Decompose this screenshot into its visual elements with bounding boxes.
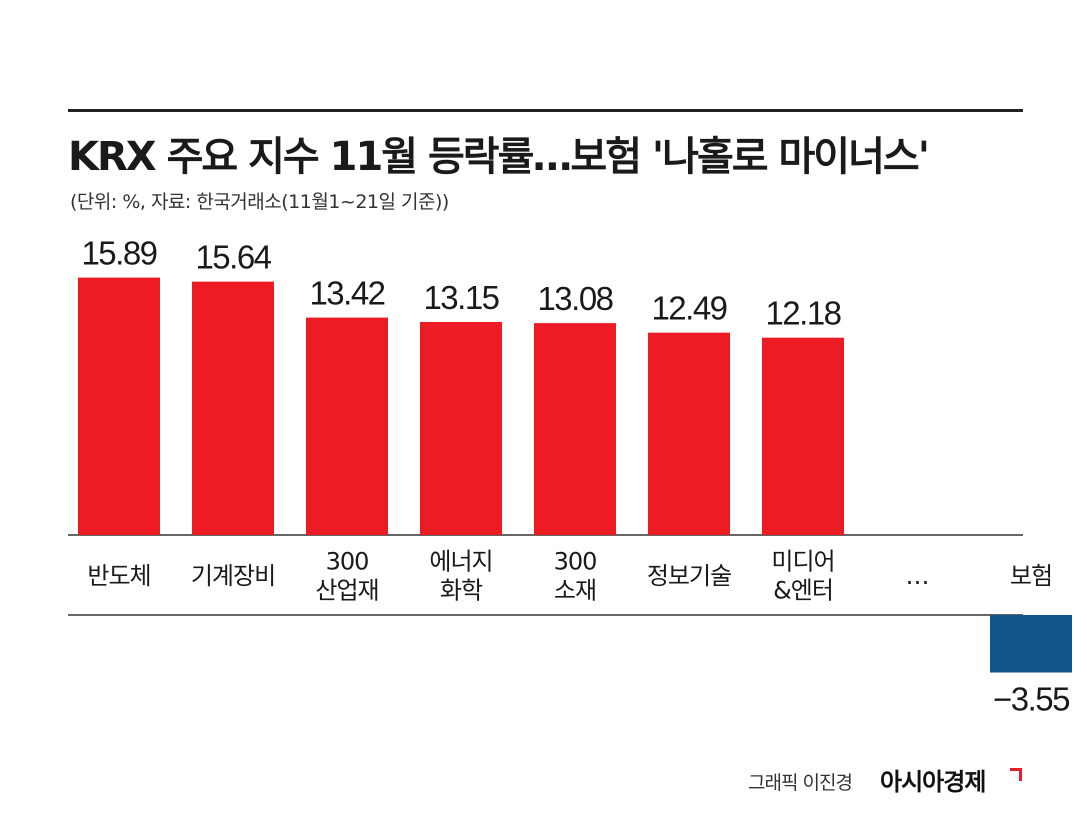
value-label: 12.49: [651, 290, 726, 327]
chart-subtitle: (단위: %, 자료: 한국거래소(11월1~21일 기준)): [70, 191, 449, 213]
chart-title: KRX 주요 지수 11월 등락률…보험 '나홀로 마이너스': [68, 134, 930, 180]
value-label: 13.08: [537, 280, 612, 317]
value-label: 15.89: [81, 235, 156, 272]
value-label: 13.42: [309, 275, 384, 312]
bar: [648, 332, 730, 535]
category-label: 화학: [440, 577, 483, 605]
bar: [534, 323, 616, 535]
brand-mark-icon: [1010, 768, 1022, 781]
category-label: 기계장비: [191, 562, 275, 590]
bar: [762, 337, 844, 535]
category-label: 소재: [554, 577, 596, 605]
category-label: 300: [326, 548, 369, 576]
category-label: 반도체: [87, 562, 150, 590]
category-label: &엔터: [773, 577, 833, 605]
value-label: 13.15: [423, 279, 498, 316]
category-label: 300: [554, 548, 597, 576]
category-label: 보험: [1010, 562, 1052, 590]
category-label: 에너지: [429, 548, 492, 576]
category-label: …: [906, 562, 929, 590]
bar: [306, 317, 388, 535]
category-label: 미디어: [771, 548, 834, 576]
category-label: 산업재: [315, 577, 378, 605]
bar: [420, 321, 502, 535]
bar-negative: [990, 615, 1072, 673]
graphic-credit: 그래픽 이진경: [748, 772, 853, 794]
top-rule: [68, 109, 1023, 112]
bar: [78, 277, 160, 535]
bar: [192, 281, 274, 535]
brand-logo: 아시아경제: [880, 768, 986, 796]
value-label: −3.55: [993, 681, 1069, 718]
value-label: 15.64: [195, 239, 271, 276]
value-label: 12.18: [765, 295, 840, 332]
category-label: 정보기술: [647, 562, 731, 590]
